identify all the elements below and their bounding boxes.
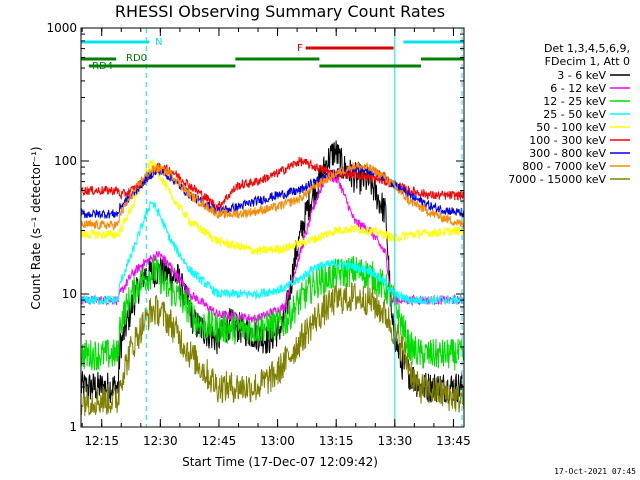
footer-date: 17-Oct-2021 07:45 — [554, 467, 636, 476]
x-tick-label-2: 12:45 — [202, 434, 237, 448]
y-axis-label: Count Rate (s⁻¹ detector⁻¹) — [29, 146, 43, 309]
legend-label-4: 50 - 100 keV — [536, 121, 606, 134]
legend-label-8: 7000 - 15000 keV — [508, 173, 606, 186]
observing-flags: N F RD0 RD4 — [81, 37, 464, 72]
series-line-2 — [81, 255, 464, 371]
series-line-0 — [81, 140, 464, 404]
series-line-7 — [81, 161, 464, 232]
y-tick-label-3: 1000 — [46, 21, 77, 35]
flag-label-rd4: RD4 — [92, 61, 113, 72]
legend: Det 1,3,4,5,6,9,FDecim 1, Att 03 - 6 keV… — [508, 42, 630, 186]
legend-label-2: 12 - 25 keV — [543, 95, 606, 108]
y-tick-label-1: 10 — [62, 287, 77, 301]
legend-label-1: 6 - 12 keV — [550, 82, 606, 95]
x-tick-label-4: 13:15 — [319, 434, 354, 448]
y-tick-label-0: 1 — [69, 420, 77, 434]
series-line-8 — [81, 281, 464, 416]
flag-label-rd0: RD0 — [126, 53, 147, 64]
x-tick-label-1: 12:30 — [143, 434, 178, 448]
flag-label-n: N — [155, 37, 162, 48]
legend-label-0: 3 - 6 keV — [557, 69, 606, 82]
x-tick-label-5: 13:30 — [378, 434, 413, 448]
plot-area — [81, 28, 464, 427]
legend-label-5: 100 - 300 keV — [529, 134, 606, 147]
y-tick-label-2: 100 — [54, 154, 77, 168]
x-tick-label-3: 13:00 — [260, 434, 295, 448]
flag-label-f: F — [297, 43, 303, 54]
legend-label-3: 25 - 50 keV — [543, 108, 606, 121]
legend-label-6: 300 - 800 keV — [529, 147, 606, 160]
x-axis-label: Start Time (17-Dec-07 12:09:42) — [182, 455, 378, 469]
axes: 1 10 100 1000 12:15 12:30 12:45 13:00 13:15 13:30… — [46, 21, 470, 448]
legend-header-1: FDecim 1, Att 0 — [545, 55, 630, 68]
plot-frame — [80, 27, 465, 428]
x-tick-label-0: 12:15 — [84, 434, 119, 448]
chart-title: RHESSI Observing Summary Count Rates — [115, 2, 445, 21]
x-tick-label-6: 13:45 — [436, 434, 471, 448]
legend-header-0: Det 1,3,4,5,6,9, — [544, 42, 630, 55]
series-line-3 — [81, 200, 464, 306]
legend-label-7: 800 - 7000 keV — [522, 160, 606, 173]
